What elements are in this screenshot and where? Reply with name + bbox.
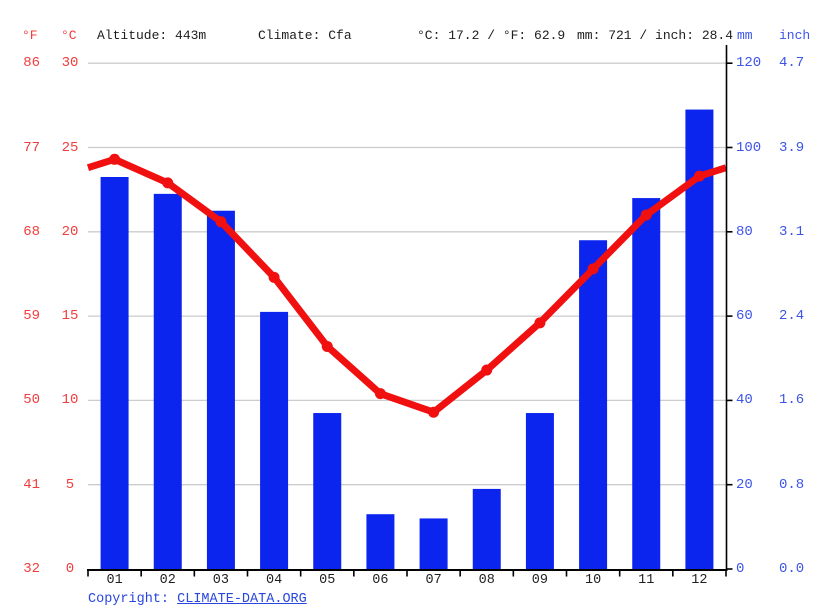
celsius-tick: 25: [61, 139, 79, 156]
precip-bar-11: [632, 198, 661, 569]
fahrenheit-tick: 41: [23, 476, 40, 493]
celsius-tick: 10: [61, 392, 79, 409]
month-label-01: 01: [106, 573, 123, 588]
altitude-label: Altitude: 443m: [97, 28, 207, 43]
temperature-point-09: [534, 317, 546, 329]
temperature-point-11: [640, 209, 652, 221]
month-label-12: 12: [691, 573, 708, 588]
temperature-point-02: [162, 177, 174, 189]
precip-bar-04: [260, 311, 289, 569]
temperature-point-05: [321, 340, 333, 352]
mm-tick: 120: [736, 55, 762, 72]
month-label-05: 05: [319, 573, 336, 588]
copyright-prefix: Copyright:: [88, 592, 178, 607]
precip-bar-05: [313, 413, 342, 569]
copyright-link[interactable]: CLIMATE-DATA.ORG: [177, 592, 307, 607]
celsius-tick: 5: [65, 476, 75, 493]
inch-tick: 2.4: [779, 308, 805, 325]
precip-bar-03: [206, 210, 235, 569]
precip-bar-10: [579, 240, 608, 570]
inch-tick: 0.0: [779, 561, 805, 577]
mm-tick: 20: [736, 476, 753, 493]
mm-tick: 60: [736, 308, 753, 325]
fahrenheit-tick: 77: [23, 139, 40, 156]
celsius-tick: 0: [65, 561, 75, 577]
fahrenheit-axis-title: °F: [22, 28, 38, 43]
mm-tick: 40: [736, 392, 753, 409]
temperature-point-01: [109, 153, 121, 165]
fahrenheit-tick: 50: [23, 392, 40, 409]
inch-axis-title: inch: [779, 28, 811, 43]
month-label-10: 10: [584, 573, 602, 588]
temperature-point-10: [587, 263, 599, 275]
temperature-line: [86, 155, 728, 416]
month-label-09: 09: [531, 573, 548, 588]
mm-tick: 100: [736, 139, 762, 156]
month-label-02: 02: [159, 573, 176, 588]
temperature-point-06: [374, 388, 386, 400]
celsius-tick: 15: [61, 308, 79, 325]
temperature-point-07: [428, 406, 440, 418]
inch-tick: 1.6: [779, 392, 805, 409]
inch-tick: 3.1: [779, 223, 805, 240]
month-label-11: 11: [638, 573, 655, 588]
fahrenheit-tick: 68: [23, 223, 40, 240]
total-precipitation-label: mm: 721 / inch: 28.4: [577, 28, 734, 43]
precip-bar-07: [419, 518, 448, 569]
precip-bar-06: [366, 514, 395, 569]
temperature-point-08: [481, 364, 493, 376]
inch-tick: 3.9: [779, 139, 805, 156]
precip-bar-08: [472, 488, 501, 569]
mm-axis-title: mm: [737, 28, 753, 43]
temperature-point-03: [215, 216, 227, 228]
fahrenheit-tick: 32: [23, 561, 40, 577]
mm-tick: 0: [736, 561, 745, 577]
month-label-03: 03: [212, 573, 229, 588]
copyright: Copyright: CLIMATE-DATA.ORG: [88, 591, 307, 608]
month-label-08: 08: [478, 573, 495, 588]
celsius-axis-title: °C: [61, 28, 77, 43]
celsius-tick: 20: [61, 223, 79, 240]
temperature-point-04: [268, 271, 280, 283]
fahrenheit-tick: 59: [23, 308, 40, 325]
temperature-point-12: [693, 170, 705, 182]
celsius-tick: 30: [61, 55, 79, 72]
inch-tick: 4.7: [779, 55, 805, 72]
precip-bar-09: [525, 413, 554, 569]
precip-bar-02: [153, 193, 182, 570]
month-label-04: 04: [265, 573, 283, 588]
mm-tick: 80: [736, 223, 753, 240]
precip-bar-01: [100, 177, 129, 569]
mean-temperature-label: °C: 17.2 / °F: 62.9: [417, 28, 566, 43]
inch-tick: 0.8: [779, 476, 805, 493]
fahrenheit-tick: 86: [23, 55, 40, 72]
climate-class-label: Climate: Cfa: [258, 28, 352, 43]
month-label-06: 06: [372, 573, 389, 588]
month-label-07: 07: [425, 573, 442, 588]
